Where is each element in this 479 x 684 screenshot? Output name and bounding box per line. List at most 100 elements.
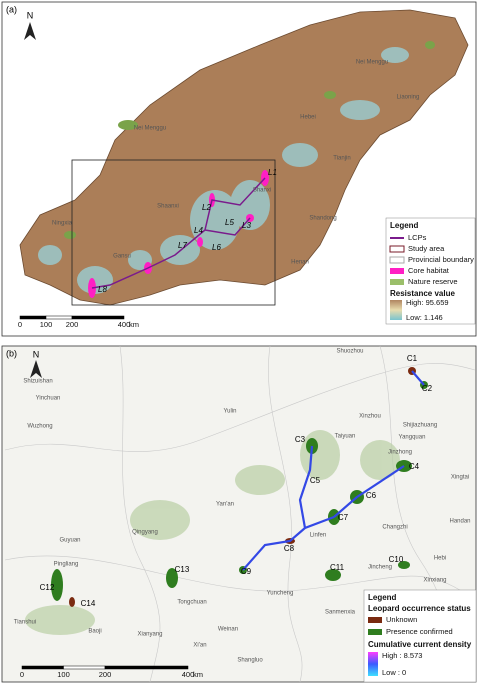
core-label: C5 [310,476,321,485]
core-label: C7 [338,513,349,522]
legend-title: Legend [390,221,419,230]
panel-label: (a) [6,4,17,14]
legend-low: Low: 1.146 [406,313,443,322]
lcp-label: L3 [242,221,251,230]
scale-segment [71,315,125,320]
core-label: C6 [366,491,377,500]
legend-ramp [368,652,378,676]
place-label: Shandong [309,216,336,222]
scale-label: 100 [40,320,53,329]
core-label: C4 [409,462,420,471]
place-label: Shizuishan [23,379,52,385]
place-label: Baoji [88,629,101,635]
scale-segment [104,665,189,670]
legend-ramp-title: Resistance value [390,289,455,298]
place-label: Ningxia [52,221,73,227]
place-label: Taiyuan [335,434,356,440]
place-label: Gansu [113,254,131,260]
low-resistance-areas [38,47,409,294]
place-label: Yan'an [216,502,234,508]
place-label: Tongchuan [177,600,206,606]
place-label: Shangluo [237,658,263,664]
place-label: Wuzhong [27,424,52,430]
legend-ramp-title: Cumulative current density [368,640,472,649]
legend-item: Provincial boundary [408,255,474,264]
place-label: Yulin [223,409,236,415]
scale-label: 0 [18,320,22,329]
scale-segment [45,315,73,320]
lcp-label: L6 [212,243,221,252]
place-label: Pingliang [54,562,79,568]
core-label: C14 [81,599,96,608]
place-label: Liaoning [397,95,420,101]
legend-item: Core habitat [408,266,450,275]
nature-reserves [64,41,435,239]
place-label: Henan [291,260,309,266]
place-label: Xinzhou [359,414,381,420]
place-label: Nei Menggu [134,126,166,132]
scale-label: 400 [182,670,195,679]
place-label: Weinan [218,627,238,633]
current-corridors [242,370,425,571]
legend-item: Nature reserve [408,277,458,286]
legend-swatch [389,245,405,253]
place-label: Nei Menggu [356,60,388,66]
core-label: C3 [295,435,306,444]
legend-title: Legend [368,593,397,602]
place-label: Shanxi [253,188,271,194]
legend-low: Low : 0 [382,668,406,677]
place-label: Linfen [310,533,326,539]
legend-swatch [368,629,382,635]
legend-subtitle: Leopard occurrence status [368,604,471,613]
legend-high: High: 95.659 [406,298,449,307]
scale-label: 200 [66,320,79,329]
lcp-label: L5 [225,218,234,227]
lcp-paths [91,177,266,289]
scale-unit: km [129,320,139,329]
core-label: C2 [422,384,433,393]
lcp-label: L8 [98,285,107,294]
place-label: Yangquan [399,435,426,441]
study-area [19,9,469,306]
core-label: C8 [284,544,295,553]
forest-areas [25,430,400,635]
place-label: Yuncheng [267,591,294,597]
scale-label: 100 [57,670,70,679]
place-label: Guyuan [59,538,80,544]
place-label: Shijiazhuang [403,423,437,429]
panel-label: (b) [6,348,17,358]
place-label: Jincheng [368,565,392,571]
inset-box [71,159,276,306]
north-label: N [33,349,40,359]
core-label: C12 [40,583,55,592]
place-label: Tianjin [333,156,350,162]
place-label: Sanmenxia [325,610,356,616]
place-label: Hebi [434,556,446,562]
scale-unit: km [193,670,203,679]
legend-item: LCPs [408,233,427,242]
north-label: N [27,10,34,20]
legend-swatch [390,268,404,274]
scale-segment [19,315,47,320]
lcp-label: L2 [202,203,211,212]
legend-swatch [389,256,405,264]
scale-segment [21,665,64,670]
lcp-label: L4 [194,226,203,235]
core-label: C1 [407,354,418,363]
scale-label: 400 [118,320,131,329]
scale-label: 0 [20,670,24,679]
place-label: Xinxiang [423,578,446,584]
place-label: Yinchuan [36,396,61,402]
north-arrow [24,22,36,40]
place-label: Tianshui [14,620,36,626]
legend-item: Unknown [386,615,417,624]
legend-b-box [363,589,477,683]
place-label: Shuozhou [336,349,363,355]
legend-item: Presence confirmed [386,627,453,636]
place-label: Changzhi [382,525,407,531]
legend-swatch [390,279,404,285]
place-label: Xianyang [137,632,162,638]
core-label: C10 [389,555,404,564]
legend-ramp [390,300,402,320]
